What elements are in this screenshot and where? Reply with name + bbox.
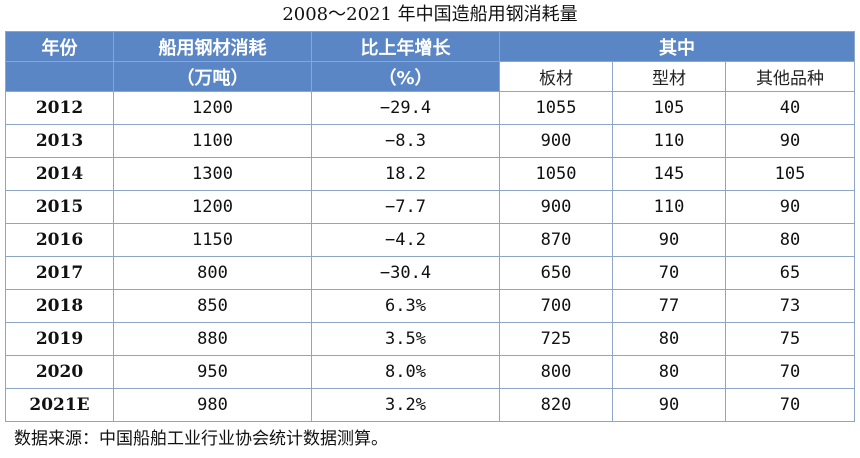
header-other: 其他品种	[724, 61, 856, 92]
table-row: 2016 1150 −4.2 870 90 80	[5, 223, 856, 257]
table-row: 2017 800 −30.4 650 70 65	[5, 256, 856, 290]
cell-other: 73	[724, 289, 856, 323]
cell-section: 90	[612, 388, 726, 422]
table-row: 2013 1100 −8.3 900 110 90	[5, 124, 856, 158]
cell-growth: 18.2	[311, 157, 500, 191]
table-title: 2008～2021 年中国造船用钢消耗量	[282, 4, 578, 25]
cell-section: 70	[612, 256, 726, 290]
cell-plate: 1050	[499, 157, 613, 191]
cell-plate: 725	[499, 322, 613, 356]
cell-consumption: 1200	[113, 190, 312, 224]
header-plate: 板材	[499, 61, 613, 92]
header-consumption: 船用钢材消耗	[113, 31, 312, 62]
cell-other: 40	[724, 91, 856, 125]
cell-growth: −29.4	[311, 91, 500, 125]
table-row: 2021E 980 3.2% 820 90 70	[5, 388, 856, 422]
table-row: 2020 950 8.0% 800 80 70	[5, 355, 856, 389]
cell-section: 105	[612, 91, 726, 125]
cell-plate: 820	[499, 388, 613, 422]
cell-plate: 800	[499, 355, 613, 389]
header-year-blank	[5, 61, 114, 92]
cell-year: 2015	[5, 190, 114, 224]
cell-other: 65	[724, 256, 856, 290]
cell-year: 2016	[5, 223, 114, 257]
cell-section: 77	[612, 289, 726, 323]
cell-year: 2017	[5, 256, 114, 290]
table-row: 2014 1300 18.2 1050 145 105	[5, 157, 856, 191]
cell-growth: −7.7	[311, 190, 500, 224]
cell-other: 90	[724, 190, 856, 224]
cell-consumption: 850	[113, 289, 312, 323]
cell-year: 2021E	[5, 388, 114, 422]
cell-consumption: 1200	[113, 91, 312, 125]
cell-plate: 650	[499, 256, 613, 290]
cell-consumption: 980	[113, 388, 312, 422]
cell-consumption: 800	[113, 256, 312, 290]
cell-other: 105	[724, 157, 856, 191]
cell-year: 2012	[5, 91, 114, 125]
cell-consumption: 880	[113, 322, 312, 356]
header-growth: 比上年增长	[311, 31, 500, 62]
cell-consumption: 1300	[113, 157, 312, 191]
cell-section: 110	[612, 190, 726, 224]
cell-year: 2018	[5, 289, 114, 323]
cell-growth: 6.3%	[311, 289, 500, 323]
table-row: 2012 1200 −29.4 1055 105 40	[5, 91, 856, 125]
cell-section: 80	[612, 355, 726, 389]
cell-consumption: 950	[113, 355, 312, 389]
cell-year: 2020	[5, 355, 114, 389]
header-consumption-unit: （万吨）	[113, 61, 312, 92]
cell-growth: 3.2%	[311, 388, 500, 422]
header-breakdown: 其中	[498, 31, 856, 62]
cell-other: 80	[724, 223, 856, 257]
cell-other: 90	[724, 124, 856, 158]
cell-year: 2019	[5, 322, 114, 356]
cell-year: 2014	[5, 157, 114, 191]
table-row: 2018 850 6.3% 700 77 73	[5, 289, 856, 323]
cell-other: 70	[724, 355, 856, 389]
cell-growth: −30.4	[311, 256, 500, 290]
cell-consumption: 1100	[113, 124, 312, 158]
cell-section: 110	[612, 124, 726, 158]
cell-section: 90	[612, 223, 726, 257]
cell-plate: 700	[499, 289, 613, 323]
cell-growth: −8.3	[311, 124, 500, 158]
cell-year: 2013	[5, 124, 114, 158]
cell-plate: 1055	[499, 91, 613, 125]
header-growth-unit: （%）	[311, 61, 500, 92]
cell-growth: 8.0%	[311, 355, 500, 389]
cell-other: 75	[724, 322, 856, 356]
cell-growth: 3.5%	[311, 322, 500, 356]
source-note: 数据来源：中国船舶工业行业协会统计数据测算。	[14, 429, 388, 449]
header-section: 型材	[612, 61, 726, 92]
cell-other: 70	[724, 388, 856, 422]
table-row: 2015 1200 −7.7 900 110 90	[5, 190, 856, 224]
cell-plate: 870	[499, 223, 613, 257]
header-year: 年份	[5, 31, 114, 62]
cell-section: 145	[612, 157, 726, 191]
table-body: 2012 1200 −29.4 1055 105 40 2013 1100 −8.3 900 110…	[5, 91, 856, 422]
cell-section: 80	[612, 322, 726, 356]
cell-plate: 900	[499, 190, 613, 224]
cell-plate: 900	[499, 124, 613, 158]
cell-consumption: 1150	[113, 223, 312, 257]
steel-consumption-table: 年份 船用钢材消耗 比上年增长 其中 （万吨） （%） 板材 型材 其他品种 2…	[5, 31, 856, 422]
cell-growth: −4.2	[311, 223, 500, 257]
table-row: 2019 880 3.5% 725 80 75	[5, 322, 856, 356]
